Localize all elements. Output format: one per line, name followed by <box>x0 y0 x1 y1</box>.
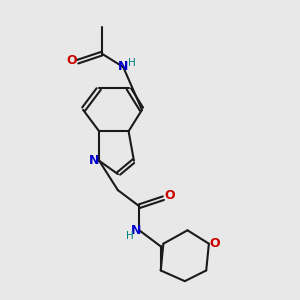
Text: O: O <box>164 189 175 202</box>
Text: O: O <box>209 237 220 250</box>
Text: H: H <box>128 58 136 68</box>
Text: H: H <box>126 231 134 241</box>
Text: N: N <box>118 60 128 73</box>
Text: N: N <box>131 224 141 237</box>
Text: O: O <box>67 54 77 67</box>
Text: N: N <box>89 154 100 167</box>
